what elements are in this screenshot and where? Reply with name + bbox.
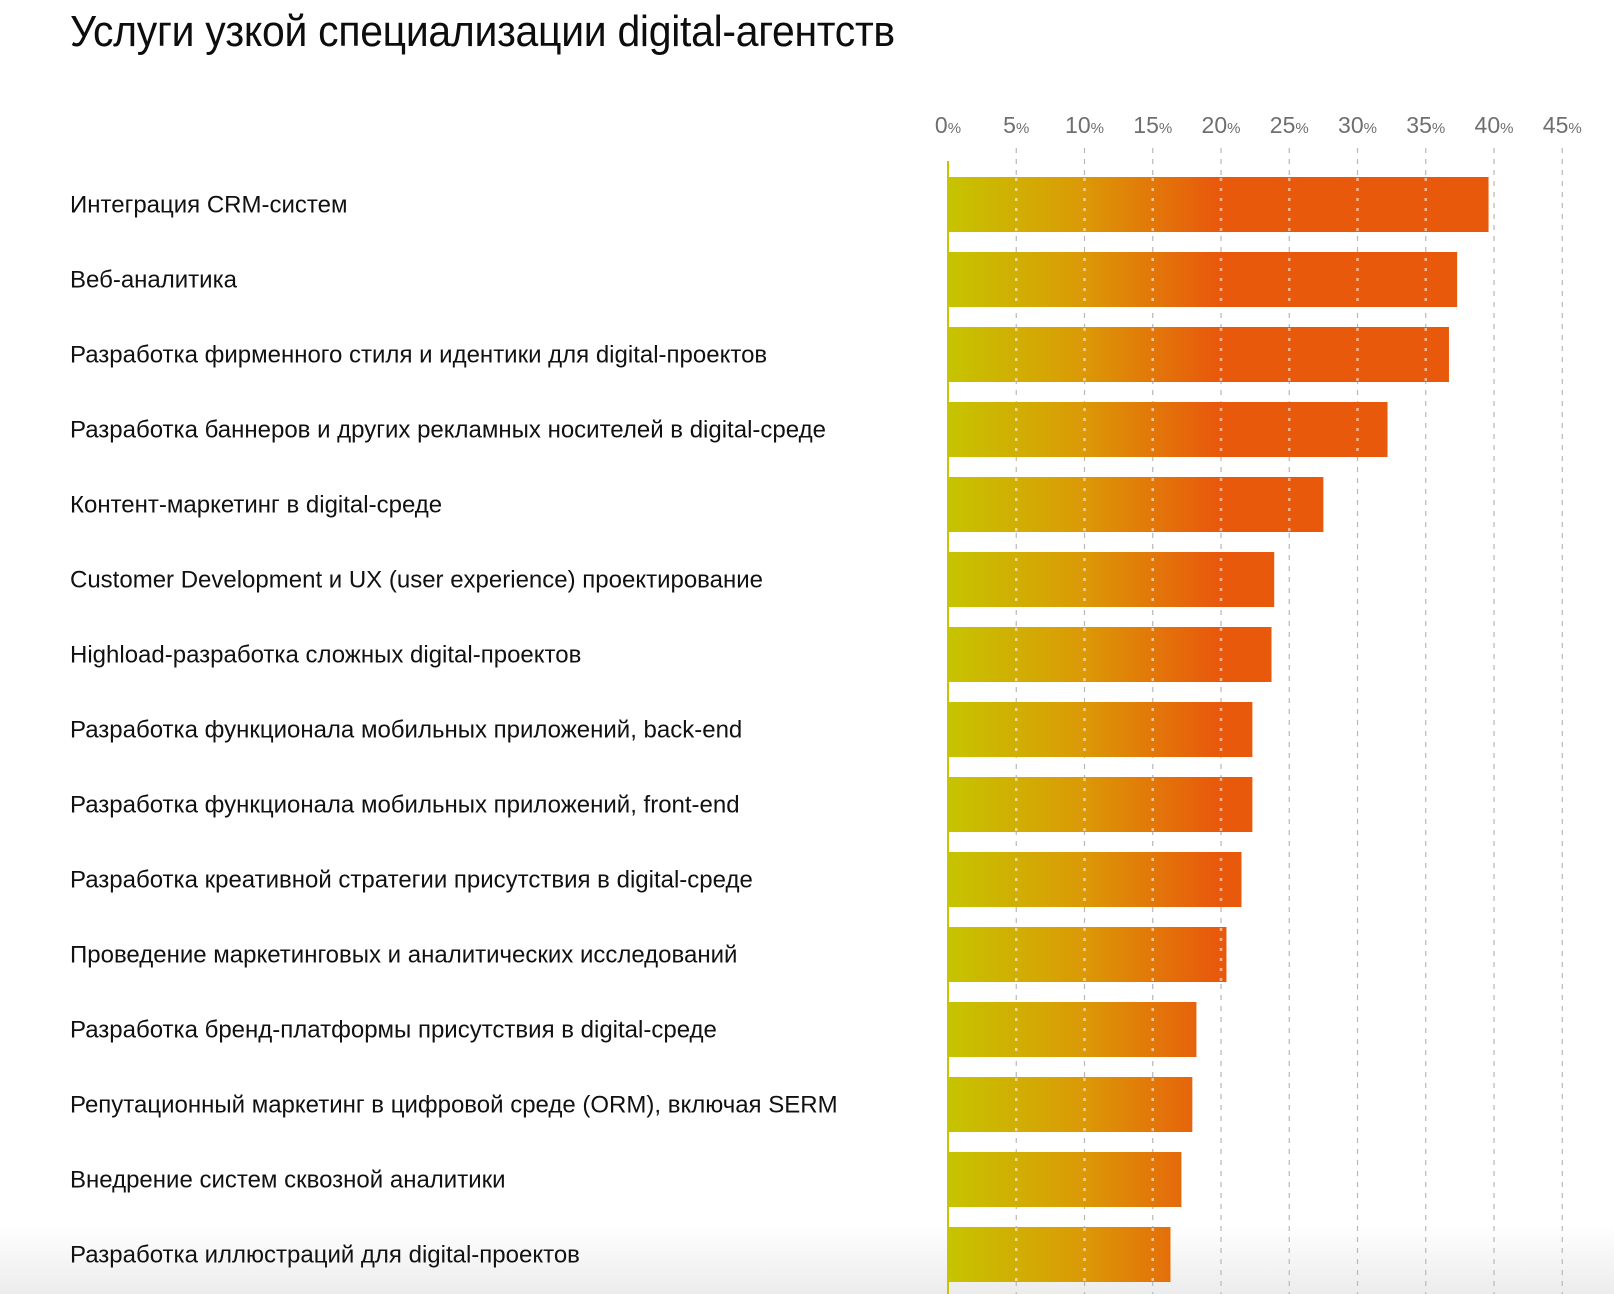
bar: [948, 627, 1272, 682]
tick-label: 20%: [1202, 112, 1241, 138]
bar: [948, 1227, 1171, 1282]
bar: [948, 1152, 1182, 1207]
tick-label: 35%: [1406, 112, 1445, 138]
tick-label: 15%: [1133, 112, 1172, 138]
bars: [948, 177, 1489, 1282]
bar: [948, 552, 1275, 607]
tick-label: 25%: [1270, 112, 1309, 138]
bar: [948, 777, 1253, 832]
category-label: Контент-маркетинг в digital-среде: [70, 492, 442, 519]
category-label: Разработка баннеров и других рекламных н…: [70, 417, 826, 444]
bar: [948, 1002, 1197, 1057]
tick-label: 40%: [1475, 112, 1514, 138]
category-labels: Интеграция CRM-систем Веб-аналитика Разраб…: [70, 192, 838, 1269]
bar: [948, 477, 1324, 532]
category-label: Разработка иллюстраций для digital-проек…: [70, 1242, 580, 1269]
category-label: Проведение маркетинговых и аналитических…: [70, 942, 737, 969]
category-label: Разработка креативной стратегии присутст…: [70, 867, 753, 894]
bar: [948, 327, 1449, 382]
tick-label: 45%: [1543, 112, 1582, 138]
category-label: Внедрение систем сквозной аналитики: [70, 1167, 506, 1194]
category-label: Репутационный маркетинг в цифровой среде…: [70, 1092, 838, 1119]
bar: [948, 177, 1489, 232]
bar: [948, 252, 1458, 307]
category-label: Highload-разработка сложных digital-прое…: [70, 642, 581, 669]
category-label: Customer Development и UX (user experien…: [70, 567, 763, 594]
category-label: Веб-аналитика: [70, 267, 238, 294]
chart-title: Услуги узкой специализации digital-агент…: [70, 7, 895, 56]
x-axis-ticks: 0% 5% 10% 15% 20% 25% 30% 35% 40% 45%: [935, 112, 1582, 138]
bar: [948, 702, 1253, 757]
tick-label: 30%: [1338, 112, 1377, 138]
category-label: Интеграция CRM-систем: [70, 192, 347, 219]
category-label: Разработка фирменного стиля и идентики д…: [70, 342, 767, 369]
category-label: Разработка бренд-платформы присутствия в…: [70, 1017, 717, 1044]
tick-label: 10%: [1065, 112, 1104, 138]
bar: [948, 402, 1388, 457]
bar: [948, 1077, 1193, 1132]
bar: [948, 852, 1242, 907]
bar: [948, 927, 1227, 982]
category-label: Разработка функционала мобильных приложе…: [70, 717, 742, 744]
category-label: Разработка функционала мобильных приложе…: [70, 792, 740, 819]
tick-label: 0%: [935, 112, 961, 138]
tick-label: 5%: [1003, 112, 1029, 138]
